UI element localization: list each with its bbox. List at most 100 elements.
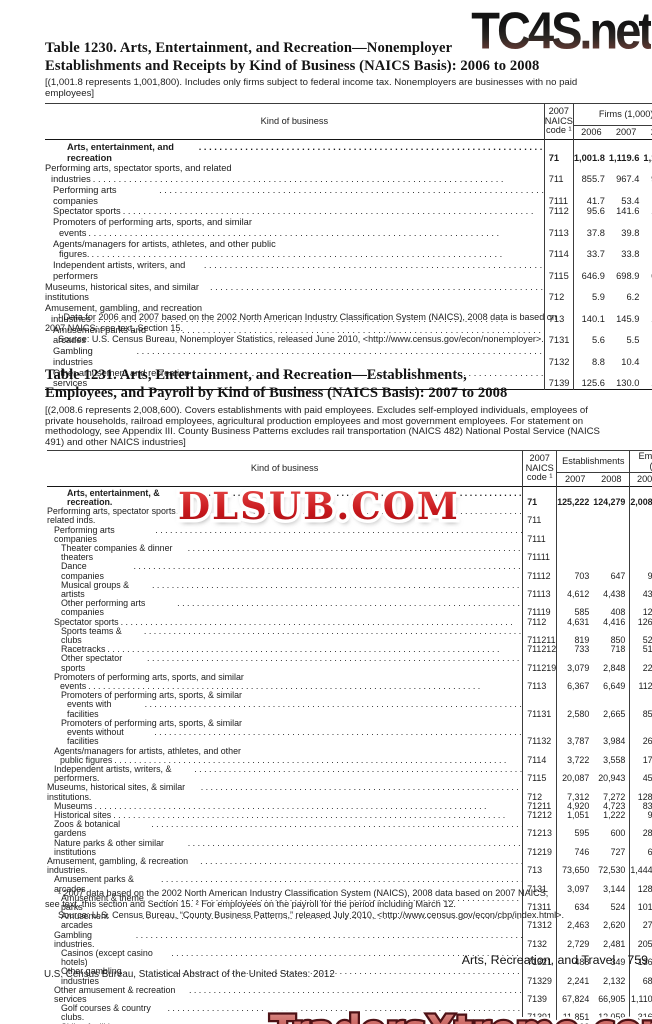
table-row: Dance companies . . . . . . . . . . . . … xyxy=(47,562,652,581)
naics-code-cell: 7112 xyxy=(522,617,557,627)
row-label: Gambling industries . . . . . . . . . . … xyxy=(45,346,544,368)
row-label-text: events xyxy=(59,227,87,238)
value-cell: 647 xyxy=(610,570,626,581)
source-line: Source: U.S. Census Bureau, “County Busi… xyxy=(58,909,564,920)
row-label: Other amusement and recreation services … xyxy=(45,368,544,390)
row-label: Performing arts companies . . . . . . . … xyxy=(45,185,544,207)
row-label-text: Gambling industries xyxy=(53,346,93,367)
row-label: Musical groups & artists . . . . . . . .… xyxy=(47,581,523,599)
value-cell: 53.4 xyxy=(621,195,640,206)
value-cell: 1,444.0 xyxy=(629,856,652,876)
table-row: Historical sites . . . . . . . . . . . .… xyxy=(47,810,652,821)
row-label: Casinos (except casino hotels) . . . . .… xyxy=(47,949,523,967)
value-cell: 141.6 xyxy=(616,206,640,217)
dot-leader: . . . . . . . . . . . . . . . . . . . . … xyxy=(107,645,500,655)
row-label-text: Independent artists, writers, and perfor… xyxy=(53,260,186,281)
row-label: Promoters of performing arts, sports, an… xyxy=(47,672,523,691)
value-cell: 698.9 xyxy=(616,270,640,281)
value-cell: 136.9 xyxy=(629,948,652,968)
note-line: employees] xyxy=(45,87,95,99)
row-label-text: industries xyxy=(51,174,91,185)
value-cell: 73,650 xyxy=(556,856,594,876)
value-cell xyxy=(629,507,652,526)
value-cell: 125,222 xyxy=(556,485,594,508)
row-label-line1: Performing arts companies . . . . . . . … xyxy=(47,526,522,544)
naics-code-cell: 71132 xyxy=(522,718,557,747)
value-cell: 733 xyxy=(556,645,594,655)
column-header-year: 2008 xyxy=(643,125,652,139)
row-label-text: Amusement & theme parks xyxy=(61,893,144,912)
table-row: Other performing arts companies . . . . … xyxy=(47,599,652,618)
naics-code-cell: 7139 xyxy=(543,367,574,390)
county-business-patterns-table: Kind of business 2007 NAICS code ¹ Establish… xyxy=(47,450,652,1024)
table-1230-title-line2: Establishments and Receipts by Kind of B… xyxy=(45,57,540,74)
value-cell xyxy=(593,526,630,544)
row-label: Independent artists, writers, & performe… xyxy=(47,765,523,783)
table-row: Arts, entertainment, and recreation . . … xyxy=(45,138,652,164)
value-cell: 727 xyxy=(610,846,626,857)
row-label-line1: Sports teams & clubs . . . . . . . . . .… xyxy=(47,627,522,645)
value-cell: 1,051 xyxy=(556,810,594,821)
row-label: Amusement, gambling, & recreation indust… xyxy=(47,857,523,875)
row-label-line1: Performing arts companies . . . . . . . … xyxy=(45,185,544,207)
value-cell: 703 xyxy=(556,562,594,581)
row-label: Amusement parks & arcades . . . . . . . … xyxy=(47,875,523,893)
table-row: Skiing facilities . . . . . . . . . . . … xyxy=(47,1022,652,1024)
value-cell xyxy=(629,525,652,545)
row-label: Amusement & theme parks . . . . . . . . … xyxy=(47,894,523,912)
value-cell: 101.2 xyxy=(629,893,652,913)
naics-code-cell: 71312 xyxy=(522,912,557,931)
table-row: Other gambling industries . . . . . . . … xyxy=(47,967,652,986)
value-cell: 7,272 xyxy=(603,791,626,802)
value-cell: 12.0 xyxy=(629,599,652,618)
value-cell: 855.7 xyxy=(572,163,609,185)
naics-code-cell: 711219 xyxy=(522,654,557,673)
value-cell: 128.5 xyxy=(629,783,652,802)
row-label: Racetracks . . . . . . . . . . . . . . .… xyxy=(47,645,523,654)
table-row: Amusement & theme parks . . . . . . . . … xyxy=(47,893,652,913)
table-row: Independent artists, writers, & performe… xyxy=(47,764,652,784)
row-label-text: Spectator sports xyxy=(54,617,119,627)
row-label-line1: Other spectator sports . . . . . . . . .… xyxy=(47,654,522,672)
value-cell: 5.6 xyxy=(572,324,609,347)
dot-leader: . . . . . . . . . . . . . . . . . . . . … xyxy=(199,367,544,378)
value-cell: 3,144 xyxy=(603,883,626,894)
table-row: Other amusement & recreation services . … xyxy=(47,985,652,1005)
table-row: Other amusement and recreation services … xyxy=(45,367,652,390)
table-row: Amusement, gambling, & recreation indust… xyxy=(47,856,652,876)
value-cell: 72,530 xyxy=(598,865,626,876)
value-cell: 9.8 xyxy=(629,810,652,821)
table-1231-title: Table 1231. Arts, Entertainment, and Rec… xyxy=(45,367,507,402)
value-cell: 112.4 xyxy=(629,672,652,692)
value-cell: 34.2 xyxy=(643,239,652,261)
row-label-line1: Spectator sports . . . . . . . . . . . .… xyxy=(45,206,544,217)
row-label: Other gambling industries . . . . . . . … xyxy=(47,967,523,985)
value-cell: 646.9 xyxy=(572,260,609,282)
value-cell xyxy=(556,525,594,545)
value-cell: 55.6 xyxy=(643,185,652,207)
naics-code-cell: 71131 xyxy=(522,691,557,719)
column-header-naics-code: 2007 NAICS code ¹ xyxy=(522,450,557,487)
row-label: Promoters of performing arts, sports, & … xyxy=(47,718,523,747)
row-label-text: public figures xyxy=(60,755,113,765)
row-label-line1: Amusement parks and arcades . . . . . . … xyxy=(45,325,544,347)
value-cell: 488 xyxy=(556,948,594,968)
table-1230-footnotes: ¹ Data for 2006 and 2007 based on the 20… xyxy=(45,312,557,344)
header-row-years: 200720082007200820072008 xyxy=(47,472,652,487)
row-label-text: Sports teams & clubs xyxy=(61,626,122,646)
naics-code-cell: 711 xyxy=(522,507,557,526)
value-cell: 634 xyxy=(556,893,594,913)
table-row: Performing arts companies . . . . . . . … xyxy=(47,525,652,545)
row-label-text: Amusement parks & arcades xyxy=(54,875,134,894)
column-header-kind-of-business: Kind of business xyxy=(250,463,319,474)
value-cell: 819 xyxy=(556,626,594,646)
row-label-text: Amusement, gambling, & recreation indust… xyxy=(47,856,189,876)
dot-leader: . . . . . . . . . . . . . . . . . . . . … xyxy=(136,346,544,357)
value-cell: 316.4 xyxy=(629,1004,652,1023)
naics-line: code ¹ xyxy=(546,125,572,136)
naics-code-cell: 7131 xyxy=(543,324,574,347)
value-cell: 28.5 xyxy=(629,820,652,839)
row-label-text: Arts, entertainment, and recreation xyxy=(67,141,174,163)
value-cell: 4,631 xyxy=(556,617,594,627)
value-cell: 408 xyxy=(610,607,626,618)
